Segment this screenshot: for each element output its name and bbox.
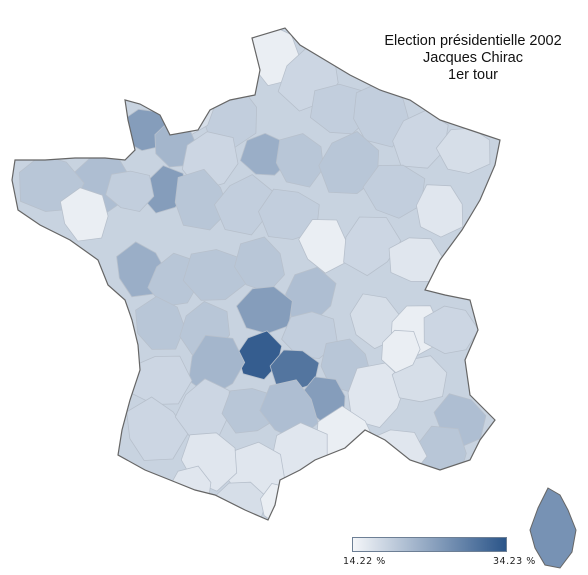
country-border [11,27,501,521]
department-region [59,187,109,242]
department-region [174,168,230,231]
department-region [435,127,491,174]
color-scale-legend: 14.22 % 34.23 % [343,537,543,573]
map-title: Election présidentielle 2002 Jacques Chi… [360,33,586,84]
department-region [135,296,186,350]
corsica-shape [529,487,577,569]
department-region [381,329,421,374]
legend-max-label: 34.23 % [493,556,536,567]
legend-min-label: 14.22 % [343,556,386,567]
title-line-3: 1er tour [448,67,498,83]
department-region [281,311,338,360]
corsica-island [529,487,577,569]
department-region [174,378,230,440]
title-line-1: Election présidentielle 2002 [384,33,562,49]
department-region [343,216,402,277]
department-region [353,80,411,148]
department-region [105,170,155,212]
department-region [182,249,247,301]
department-shapes [12,28,500,520]
department-region [423,305,480,355]
title-line-2: Jacques Chirac [423,50,523,66]
country-outline [11,27,501,521]
department-region [318,131,380,195]
department-region [415,184,464,238]
legend-gradient-bar [352,537,507,552]
department-region [388,237,445,282]
